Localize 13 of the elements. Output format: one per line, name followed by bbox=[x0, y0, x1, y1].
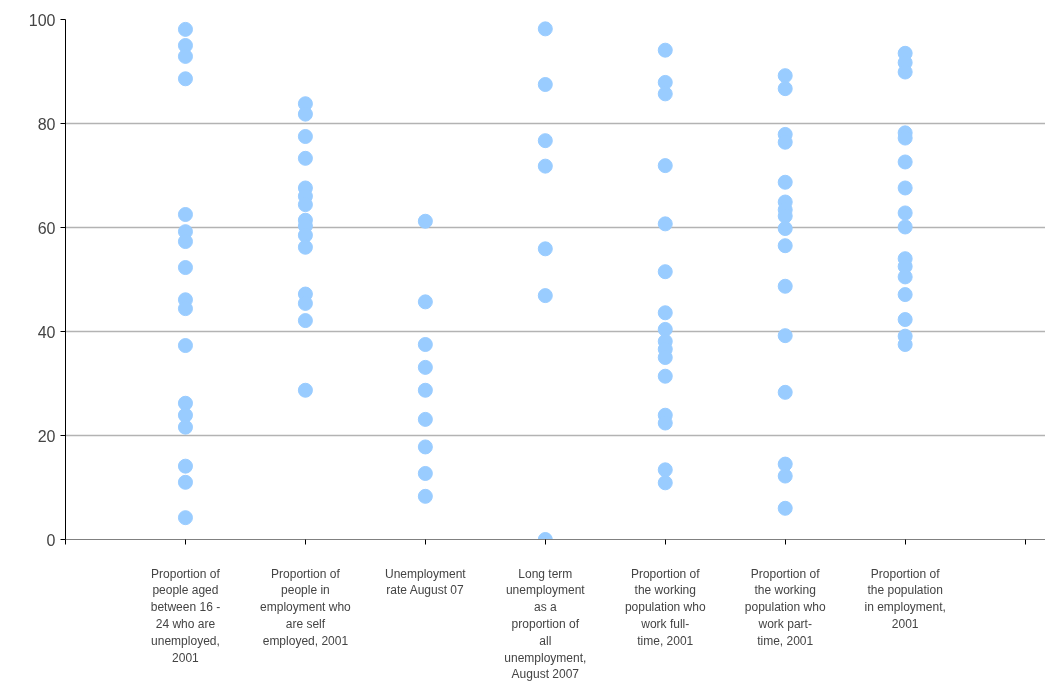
x-tick-label: Proportion of people in employment who are self employed, 2001 bbox=[260, 566, 352, 648]
y-tick-label: 20 bbox=[37, 427, 56, 445]
y-tick-label: 80 bbox=[37, 115, 56, 133]
y-tick-label: 100 bbox=[28, 11, 56, 29]
y-tick-label: 40 bbox=[37, 323, 56, 341]
x-tick-label: Long term unemployment as a proportion of all unemployment, August 2007 bbox=[504, 566, 587, 682]
y-tick-label: 60 bbox=[37, 219, 56, 237]
x-tick-label: Proportion of the working population who work full-time, 2001 bbox=[624, 566, 706, 648]
x-tick-label: Unemployment rate August 07 bbox=[385, 566, 467, 598]
x-tick-label: Proportion of the working population who work part-time, 2001 bbox=[744, 566, 826, 648]
y-tick-label: 0 bbox=[46, 531, 56, 549]
x-tick-label: Proportion of the population in employment, 2001 bbox=[864, 566, 946, 631]
x-tick-label: Proportion of people aged between 16 - 24 who are unemployed, 2001 bbox=[150, 566, 221, 665]
